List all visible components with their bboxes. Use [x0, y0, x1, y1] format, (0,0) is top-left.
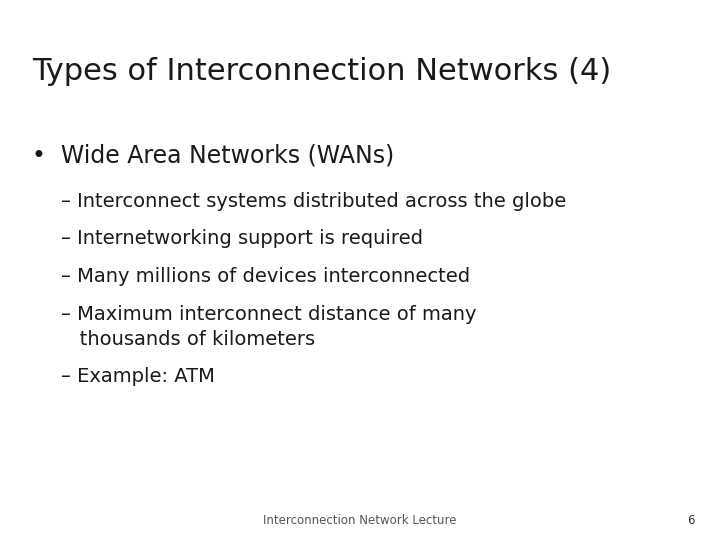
- Text: – Many millions of devices interconnected: – Many millions of devices interconnecte…: [61, 267, 470, 286]
- Text: – Interconnect systems distributed across the globe: – Interconnect systems distributed acros…: [61, 192, 567, 211]
- Text: •  Wide Area Networks (WANs): • Wide Area Networks (WANs): [32, 143, 394, 167]
- Text: Types of Interconnection Networks (4): Types of Interconnection Networks (4): [32, 57, 611, 86]
- Text: – Maximum interconnect distance of many
   thousands of kilometers: – Maximum interconnect distance of many …: [61, 305, 477, 349]
- Text: 6: 6: [688, 514, 695, 526]
- Text: – Internetworking support is required: – Internetworking support is required: [61, 230, 423, 248]
- Text: Interconnection Network Lecture: Interconnection Network Lecture: [264, 514, 456, 526]
- Text: – Example: ATM: – Example: ATM: [61, 367, 215, 386]
